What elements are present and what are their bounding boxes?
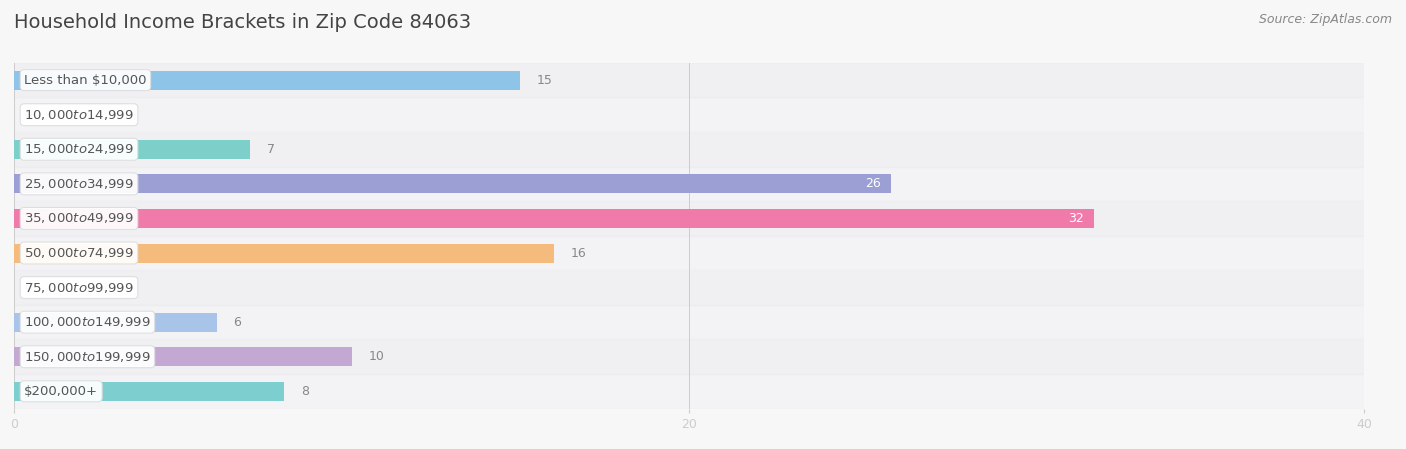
Bar — [14, 140, 250, 159]
Bar — [14, 236, 1364, 270]
Text: $200,000+: $200,000+ — [24, 385, 98, 398]
Bar — [14, 201, 1364, 236]
Bar — [14, 339, 1364, 374]
Text: $15,000 to $24,999: $15,000 to $24,999 — [24, 142, 134, 156]
Bar — [14, 70, 520, 90]
Text: $10,000 to $14,999: $10,000 to $14,999 — [24, 108, 134, 122]
Bar — [14, 132, 1364, 167]
Text: Source: ZipAtlas.com: Source: ZipAtlas.com — [1258, 13, 1392, 26]
Bar — [14, 97, 1364, 132]
Text: Household Income Brackets in Zip Code 84063: Household Income Brackets in Zip Code 84… — [14, 13, 471, 32]
Bar — [14, 167, 1364, 201]
Text: $75,000 to $99,999: $75,000 to $99,999 — [24, 281, 134, 295]
Bar — [14, 209, 1094, 228]
Bar — [14, 305, 1364, 339]
Bar — [14, 63, 1364, 97]
Bar — [14, 243, 554, 263]
Text: $100,000 to $149,999: $100,000 to $149,999 — [24, 315, 150, 329]
Text: 0: 0 — [24, 281, 32, 294]
Bar — [14, 374, 1364, 409]
Text: $50,000 to $74,999: $50,000 to $74,999 — [24, 246, 134, 260]
Text: 7: 7 — [267, 143, 276, 156]
Text: 32: 32 — [1069, 212, 1084, 225]
Bar — [14, 347, 352, 366]
Text: $150,000 to $199,999: $150,000 to $199,999 — [24, 350, 150, 364]
Bar — [14, 382, 284, 401]
Bar — [14, 174, 891, 194]
Text: 10: 10 — [368, 350, 384, 363]
Text: 8: 8 — [301, 385, 309, 398]
Text: $35,000 to $49,999: $35,000 to $49,999 — [24, 211, 134, 225]
Text: 26: 26 — [866, 177, 882, 190]
Text: Less than $10,000: Less than $10,000 — [24, 74, 146, 87]
Text: 15: 15 — [537, 74, 553, 87]
Text: $25,000 to $34,999: $25,000 to $34,999 — [24, 177, 134, 191]
Text: 6: 6 — [233, 316, 242, 329]
Bar — [14, 270, 1364, 305]
Bar — [14, 313, 217, 332]
Text: 0: 0 — [24, 108, 32, 121]
Text: 16: 16 — [571, 247, 586, 260]
